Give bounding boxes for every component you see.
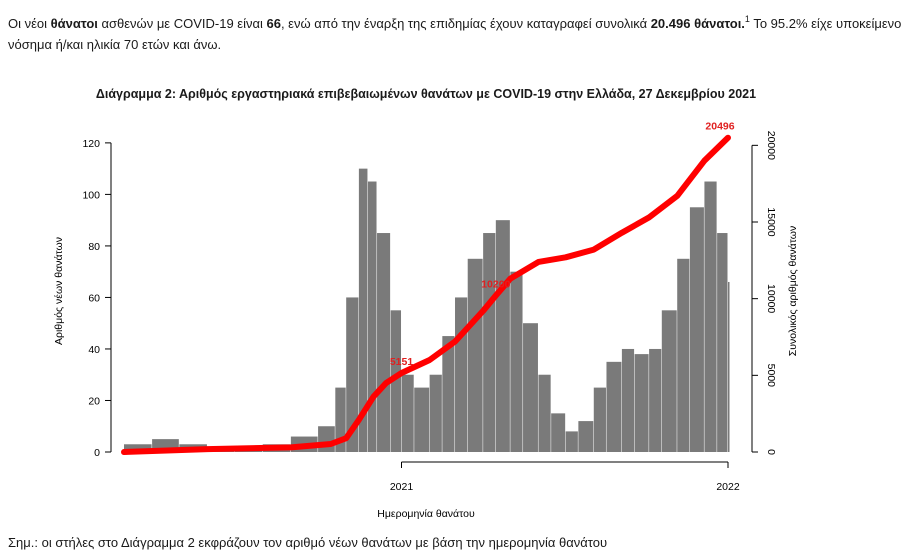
intro-text-4: Το 95.2% είχε υποκείμενο νόσημα ή/και ηλ… (8, 16, 902, 52)
bar (390, 310, 402, 452)
bar (538, 374, 551, 452)
y2-tick-label: 5000 (765, 364, 777, 388)
cumulative-annotation: 5151 (390, 356, 414, 368)
cumulative-annotation: 20496 (705, 121, 734, 133)
intro-bold-total: 20.496 θάνατοι. (650, 16, 745, 31)
bar (401, 374, 414, 452)
bar (510, 271, 523, 452)
bar (649, 348, 662, 452)
bar (551, 413, 566, 452)
y-tick-label: 60 (88, 292, 100, 304)
bar (429, 374, 442, 452)
y2-tick-label: 20000 (765, 131, 777, 160)
y-tick-label: 20 (88, 395, 100, 407)
bar (377, 233, 391, 452)
bar (634, 354, 649, 452)
bar (358, 168, 368, 452)
bar (677, 258, 690, 452)
bar (455, 297, 468, 452)
bar (578, 421, 594, 452)
y2-axis-title: Συνολικός αριθμός θανάτων (787, 226, 799, 356)
bar (414, 387, 430, 452)
bar (124, 444, 152, 452)
intro-bold-deaths: θάνατοι (50, 16, 98, 31)
y-tick-label: 0 (94, 447, 100, 459)
y-tick-label: 40 (88, 344, 100, 356)
bar (717, 233, 728, 452)
bar (335, 387, 346, 452)
bar (593, 387, 606, 452)
bar (346, 297, 359, 452)
bar (367, 181, 377, 452)
intro-paragraph: Οι νέοι θάνατοι ασθενών με COVID-19 είνα… (8, 13, 903, 55)
bar (621, 348, 635, 452)
footnote: Σημ.: οι στήλες στο Διάγραμμα 2 εκφράζου… (8, 535, 608, 550)
x-axis-title: Ημερομηνία θανάτου (377, 508, 475, 520)
x-tick-label: 2022 (716, 481, 740, 493)
intro-text-2: ασθενών με COVID-19 είναι (97, 16, 267, 31)
bar (467, 258, 483, 452)
bar (442, 336, 455, 452)
footnote-ref[interactable]: 1 (744, 14, 750, 24)
y2-tick-label: 15000 (765, 207, 777, 236)
bar (704, 181, 717, 452)
y-axis-title: Αριθμός νέων θανάτων (53, 237, 65, 345)
chart-title: Διάγραμμα 2: Αριθμός εργαστηριακά επιβεβ… (95, 87, 757, 101)
cumulative-annotation: 10200 (481, 279, 510, 291)
y-tick-label: 100 (82, 189, 100, 201)
y2-tick-label: 0 (765, 449, 777, 455)
bar (689, 207, 704, 452)
bar (483, 233, 496, 452)
y2-tick-label: 10000 (765, 284, 777, 313)
y-tick-label: 80 (88, 241, 100, 253)
bar (606, 361, 622, 452)
intro-bold-new-count: 66 (266, 16, 281, 31)
intro-text-1: Οι νέοι (8, 16, 51, 31)
bar (318, 426, 335, 452)
bar (495, 220, 510, 452)
bar (565, 431, 578, 452)
bar (728, 281, 730, 452)
cumulative-line (121, 134, 731, 455)
x-tick-label: 2021 (390, 481, 414, 493)
bar (661, 310, 677, 452)
y-tick-label: 120 (82, 138, 100, 150)
bar (523, 323, 538, 452)
intro-text-3: , ενώ από την έναρξη της επιδημίας έχουν… (280, 16, 651, 31)
